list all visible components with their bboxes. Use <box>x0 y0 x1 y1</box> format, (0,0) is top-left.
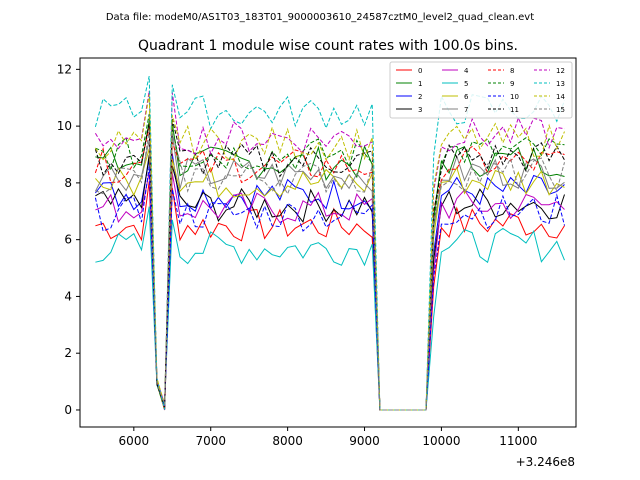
series-line-12 <box>94 90 565 411</box>
legend-label: 9 <box>510 80 514 88</box>
legend-label: 13 <box>556 80 565 88</box>
legend-label: 5 <box>464 80 468 88</box>
chart-title: Quadrant 1 module wise count rates with … <box>138 38 518 54</box>
legend-label: 2 <box>418 93 422 101</box>
x-tick-label: 7000 <box>195 434 226 448</box>
series-line-0 <box>95 181 565 411</box>
series-line-7 <box>94 134 565 411</box>
legend-label: 3 <box>418 106 422 114</box>
series-line-13 <box>94 75 565 411</box>
x-offset-label: +3.246e8 <box>516 455 575 469</box>
legend-label: 0 <box>418 67 422 75</box>
legend-label: 12 <box>556 67 565 75</box>
series-line-14 <box>94 94 565 411</box>
legend-label: 4 <box>464 67 469 75</box>
x-tick-label: 9000 <box>349 434 380 448</box>
series-line-4 <box>95 172 565 411</box>
y-tick-label: 10 <box>57 119 72 133</box>
legend-label: 1 <box>418 80 422 88</box>
series-line-3 <box>95 154 565 411</box>
x-tick-label: 8000 <box>272 434 303 448</box>
y-tick-label: 2 <box>64 346 72 360</box>
series-line-8 <box>94 127 565 411</box>
x-tick-label: 10000 <box>422 434 460 448</box>
y-tick-label: 6 <box>64 233 72 247</box>
legend-label: 8 <box>510 67 514 75</box>
legend-label: 14 <box>556 93 565 101</box>
y-tick-label: 0 <box>64 403 72 417</box>
y-tick-label: 4 <box>64 289 72 303</box>
series-line-15 <box>95 130 565 411</box>
x-tick-label: 11000 <box>499 434 537 448</box>
axes-frame <box>79 57 577 428</box>
series-line-11 <box>94 119 565 411</box>
legend-box <box>389 61 573 119</box>
series-line-6 <box>95 148 565 411</box>
figure-suptitle: Data file: modeM0/AS1T03_183T01_90000036… <box>106 12 534 23</box>
legend-label: 10 <box>510 93 519 101</box>
x-tick-label: 6000 <box>119 434 150 448</box>
legend-label: 11 <box>510 106 519 114</box>
legend-label: 7 <box>464 106 468 114</box>
legend-label: 6 <box>464 93 469 101</box>
y-tick-label: 8 <box>64 176 72 190</box>
legend-label: 15 <box>556 106 565 114</box>
plot-series-group <box>94 75 565 411</box>
series-line-5 <box>95 206 565 411</box>
series-line-10 <box>94 166 565 411</box>
y-tick-label: 12 <box>57 62 72 76</box>
